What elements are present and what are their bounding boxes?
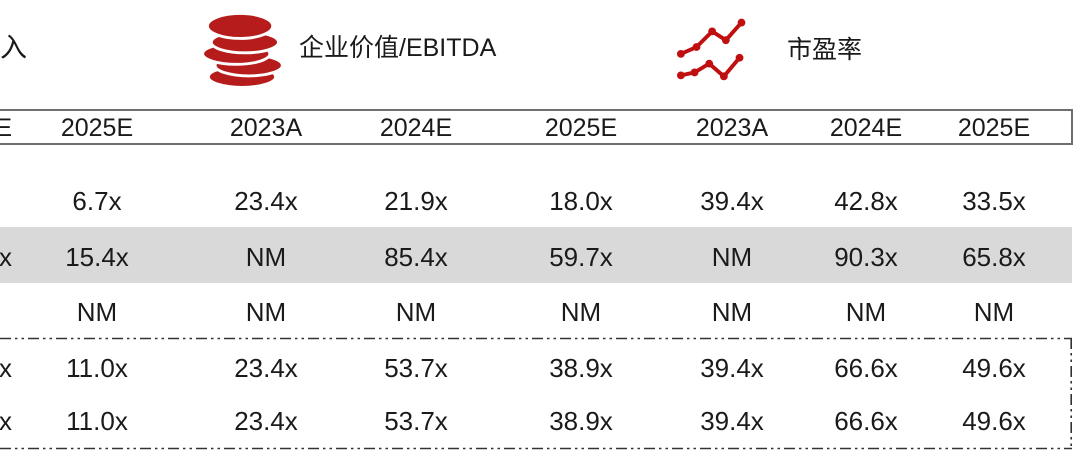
table-cell: 65.8x [962, 242, 1026, 272]
column-header: E [0, 114, 12, 142]
table-cell: 33.5x [962, 186, 1026, 216]
table-cell: NM [845, 297, 887, 327]
line-chart-icon [676, 18, 746, 81]
table-cell: 38.9x [549, 353, 613, 383]
table-cell: 49.6x [962, 353, 1026, 383]
column-header: 2025E [544, 114, 618, 142]
table-cell: 6.7x [72, 186, 122, 216]
table-cell: 66.6x [834, 353, 898, 383]
table-cell: NM [245, 297, 287, 327]
summary-row: x 11.0x 23.4x 53.7x 38.9x 39.4x 66.6x 49… [0, 351, 1080, 385]
coins-icon [201, 12, 284, 89]
table-cell: NM [76, 297, 118, 327]
table-cell: 21.9x [384, 186, 448, 216]
table-row: NM NM NM NM NM NM NM [0, 295, 1080, 329]
table-cell: 23.4x [234, 353, 298, 383]
table-cell: 11.0x [66, 406, 128, 436]
table-cell: 18.0x [549, 186, 613, 216]
table-cell [0, 295, 12, 329]
table-cell: x [0, 242, 12, 272]
table-cell: x [0, 406, 12, 436]
table-cell: 38.9x [549, 406, 613, 436]
table-cell: NM [711, 242, 753, 272]
table-header-row: E 2025E 2023A 2024E 2025E 2023A 2024E 20… [0, 111, 1080, 145]
table-cell: 11.0x [66, 353, 128, 383]
table-cell: NM [560, 297, 602, 327]
table-cell: 85.4x [384, 242, 448, 272]
table-cell: NM [973, 297, 1015, 327]
table-cell: 49.6x [962, 406, 1026, 436]
pe-ratio-legend-label: 市盈率 [787, 36, 863, 64]
table-cell: 66.6x [834, 406, 898, 436]
table-header-band [0, 109, 1073, 145]
table-cell: NM [395, 297, 437, 327]
table-cell: 90.3x [834, 242, 898, 272]
column-header: 2023A [695, 114, 769, 142]
table-cell: 59.7x [549, 242, 613, 272]
table-cell: 39.4x [700, 186, 764, 216]
summary-row: x 11.0x 23.4x 53.7x 38.9x 39.4x 66.6x 49… [0, 404, 1080, 438]
table-row-highlighted: x 15.4x NM 85.4x 59.7x NM 90.3x 65.8x [0, 240, 1080, 274]
table-cell: 23.4x [234, 186, 298, 216]
table-cell: 53.7x [384, 406, 448, 436]
table-cell: NM [245, 242, 287, 272]
table-row: 6.7x 23.4x 21.9x 18.0x 39.4x 42.8x 33.5x [0, 184, 1080, 218]
table-cell [0, 184, 12, 218]
ev-ebitda-legend-label: 企业价值/EBITDA [299, 34, 497, 62]
revenue-section-label-fragment: 入 [0, 33, 27, 63]
table-cell: 53.7x [384, 353, 448, 383]
column-header: 2025E [957, 114, 1031, 142]
table-cell: 42.8x [834, 186, 898, 216]
table-cell: 23.4x [234, 406, 298, 436]
table-cell: 39.4x [700, 353, 764, 383]
table-cell: 15.4x [65, 242, 129, 272]
column-header: 2023A [229, 114, 303, 142]
column-header: 2024E [379, 114, 453, 142]
table-cell: 39.4x [700, 406, 764, 436]
table-cell: x [0, 353, 12, 383]
column-header: 2025E [60, 114, 134, 142]
table-cell: NM [711, 297, 753, 327]
highlighted-row-band [0, 227, 1072, 283]
column-header: 2024E [829, 114, 903, 142]
